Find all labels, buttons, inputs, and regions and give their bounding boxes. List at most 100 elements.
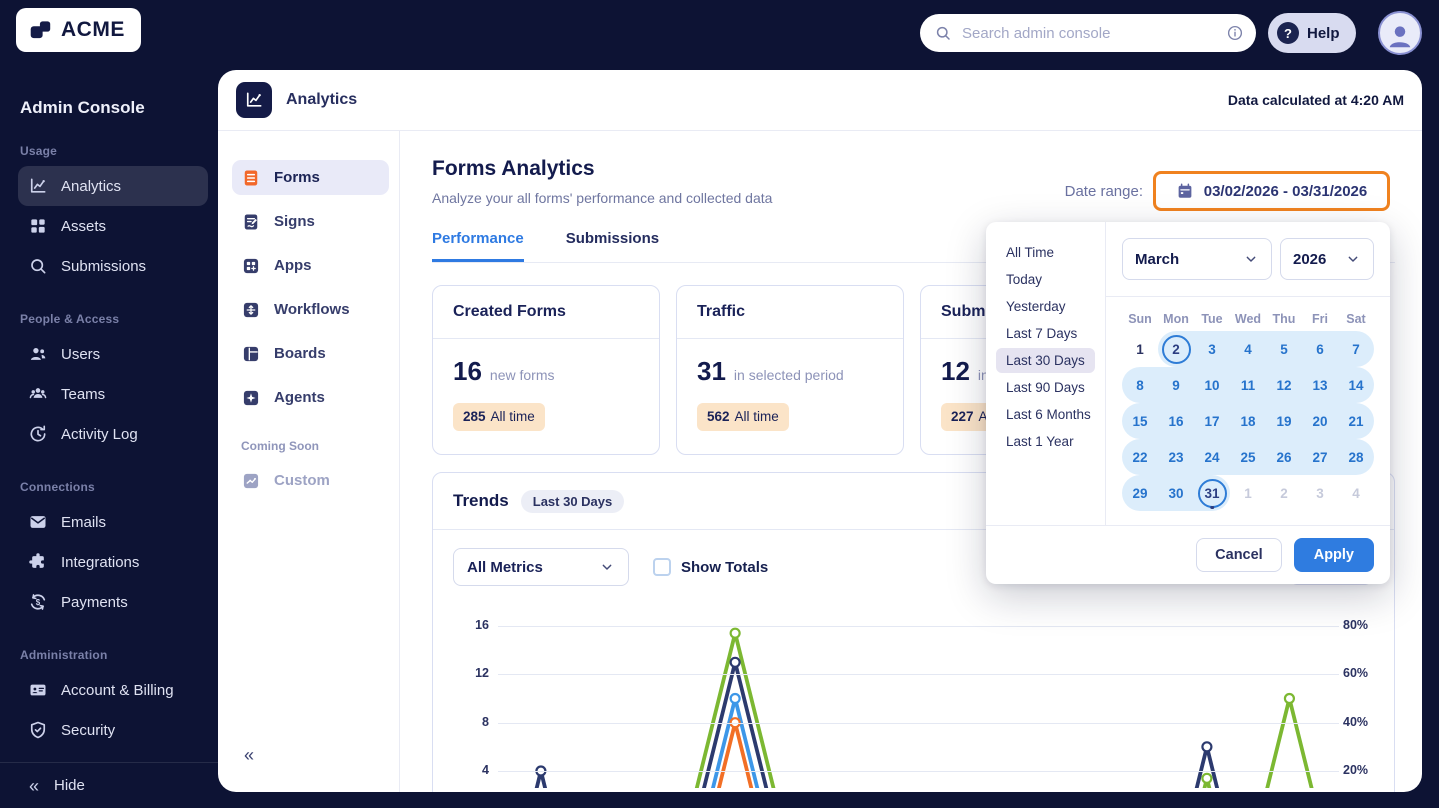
calendar-day-22[interactable]: 22 [1122, 439, 1158, 475]
sidebar-item-teams[interactable]: Teams [18, 374, 208, 414]
calendar-day-10[interactable]: 10 [1194, 367, 1230, 403]
all-time-badge: 562 All time [697, 403, 789, 431]
sidebar-item-security[interactable]: Security [18, 710, 208, 750]
info-icon[interactable] [1226, 24, 1244, 42]
search-input[interactable] [962, 24, 1216, 42]
shield-icon [28, 720, 48, 740]
date-range-popup: All Time Today Yesterday Last 7 Days Last 30… [986, 222, 1390, 584]
acme-logo-icon [28, 17, 54, 43]
calendar-day-28[interactable]: 28 [1338, 439, 1374, 475]
topbar: ACME ? Help [0, 0, 1439, 70]
calendar-day-27[interactable]: 27 [1302, 439, 1338, 475]
stat-unit: new forms [489, 367, 555, 383]
inner-nav-item-boards[interactable]: Boards [232, 336, 389, 371]
y-axis-right-tick: 20% [1343, 763, 1369, 777]
collapse-inner-nav-button[interactable]: « [244, 745, 255, 765]
calendar-day-25[interactable]: 25 [1230, 439, 1266, 475]
calendar-day-4-next-month[interactable]: 4 [1352, 485, 1360, 501]
inner-nav-item-forms[interactable]: Forms [232, 160, 389, 195]
sidebar-item-emails[interactable]: Emails [18, 502, 208, 542]
cancel-button[interactable]: Cancel [1196, 538, 1282, 572]
stat-value-row: 31 in selected period [697, 356, 883, 387]
preset-last-6-months[interactable]: Last 6 Months [1006, 407, 1091, 422]
calendar-day-13[interactable]: 13 [1302, 367, 1338, 403]
calendar-day-2-next-month[interactable]: 2 [1280, 485, 1288, 501]
sidebar-item-payments[interactable]: $ Payments [18, 582, 208, 622]
sidebar-item-integrations[interactable]: Integrations [18, 542, 208, 582]
calendar-day-12[interactable]: 12 [1266, 367, 1302, 403]
show-totals-control[interactable]: Show Totals [653, 558, 768, 576]
calendar-day-16[interactable]: 16 [1158, 403, 1194, 439]
calendar-day-1[interactable]: 1 [1136, 341, 1144, 357]
sidebar-item-analytics[interactable]: Analytics [18, 166, 208, 206]
trend-lines [534, 627, 1314, 788]
stat-card-title: Created Forms [433, 286, 659, 339]
sidebar-item-label: Analytics [61, 177, 122, 195]
calendar-day-20[interactable]: 20 [1302, 403, 1338, 439]
year-select[interactable]: 2026 [1280, 238, 1374, 280]
metric-select[interactable]: All Metrics [453, 548, 629, 586]
sidebar-item-activity-log[interactable]: Activity Log [18, 414, 208, 454]
search-bar[interactable] [920, 14, 1256, 52]
calendar-day-30[interactable]: 30 [1158, 475, 1194, 511]
tab-performance[interactable]: Performance [432, 230, 524, 262]
inner-nav-item-custom[interactable]: Custom [232, 463, 389, 498]
preset-last-90-days[interactable]: Last 90 Days [1006, 380, 1085, 395]
calendar-day-3-next-month[interactable]: 3 [1316, 485, 1324, 501]
sidebar-item-account-billing[interactable]: Account & Billing [18, 670, 208, 710]
inner-nav-item-signs[interactable]: Signs [232, 204, 389, 239]
calendar-day-17[interactable]: 17 [1194, 403, 1230, 439]
show-totals-checkbox[interactable] [653, 558, 671, 576]
stat-card-body: 31 in selected period 562 All time [677, 339, 903, 448]
apply-button[interactable]: Apply [1293, 538, 1374, 572]
sidebar-item-submissions[interactable]: Submissions [18, 246, 208, 286]
calendar-day-21[interactable]: 21 [1338, 403, 1374, 439]
inner-nav-item-label: Apps [274, 257, 312, 274]
calendar-day-11[interactable]: 11 [1230, 367, 1266, 403]
billing-icon [28, 680, 48, 700]
user-avatar[interactable] [1378, 11, 1422, 55]
calendar-day-3[interactable]: 3 [1194, 331, 1230, 367]
badge-value: 562 [707, 409, 730, 424]
calendar-day-9[interactable]: 9 [1158, 367, 1194, 403]
sidebar-item-users[interactable]: Users [18, 334, 208, 374]
day-header-row: Sun Mon Tue Wed Thu Fri Sat [1122, 307, 1374, 331]
calendar-day-6[interactable]: 6 [1302, 331, 1338, 367]
badge-value: 227 [951, 409, 974, 424]
calendar-day-23[interactable]: 23 [1158, 439, 1194, 475]
preset-last-1-year[interactable]: Last 1 Year [1006, 434, 1074, 449]
calendar-day-19[interactable]: 19 [1266, 403, 1302, 439]
calendar-day-31[interactable]: 31 [1194, 475, 1230, 511]
inner-nav-item-agents[interactable]: Agents [232, 380, 389, 415]
acme-logo[interactable]: ACME [16, 8, 141, 52]
calendar-day-26[interactable]: 26 [1266, 439, 1302, 475]
calendar-day-24[interactable]: 24 [1194, 439, 1230, 475]
sidebar-item-assets[interactable]: Assets [18, 206, 208, 246]
date-range-input[interactable]: 03/02/2026 - 03/31/2026 [1153, 171, 1390, 211]
calendar-day-2[interactable]: 2 [1158, 331, 1194, 367]
sidebar-hide-button[interactable]: « Hide [0, 762, 218, 808]
calendar-day-5[interactable]: 5 [1266, 331, 1302, 367]
calendar-day-14[interactable]: 14 [1338, 367, 1374, 403]
preset-last-30-days[interactable]: Last 30 Days [996, 348, 1095, 373]
inner-nav-item-apps[interactable]: Apps [232, 248, 389, 283]
calendar-day-7[interactable]: 7 [1338, 331, 1374, 367]
calendar-day-18[interactable]: 18 [1230, 403, 1266, 439]
preset-all-time[interactable]: All Time [1006, 245, 1055, 260]
calendar-day-4[interactable]: 4 [1230, 331, 1266, 367]
month-select[interactable]: March [1122, 238, 1272, 280]
tab-submissions[interactable]: Submissions [565, 230, 660, 247]
acme-logo-text: ACME [61, 18, 125, 41]
calendar-day-15[interactable]: 15 [1122, 403, 1158, 439]
stat-card-traffic: Traffic 31 in selected period 562 All time [676, 285, 904, 455]
preset-yesterday[interactable]: Yesterday [1006, 299, 1066, 314]
calendar-day-1-next-month[interactable]: 1 [1244, 485, 1252, 501]
help-label: Help [1307, 24, 1340, 42]
calendar-day-8[interactable]: 8 [1122, 367, 1158, 403]
preset-today[interactable]: Today [1006, 272, 1043, 287]
help-button[interactable]: ? Help [1268, 13, 1356, 53]
inner-nav-item-workflows[interactable]: Workflows [232, 292, 389, 327]
preset-last-7-days[interactable]: Last 7 Days [1006, 326, 1078, 341]
calendar-day-29[interactable]: 29 [1122, 475, 1158, 511]
date-range-control: Date range: 03/02/2026 - 03/31/2026 [1065, 171, 1390, 211]
